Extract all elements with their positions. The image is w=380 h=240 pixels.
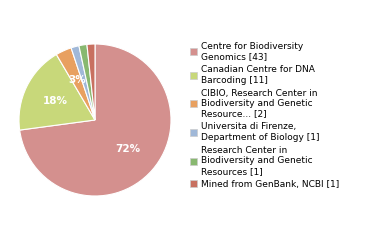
Text: 72%: 72% (116, 144, 141, 154)
Wedge shape (56, 48, 95, 120)
Wedge shape (20, 44, 171, 196)
Legend: Centre for Biodiversity
Genomics [43], Canadian Centre for DNA
Barcoding [11], C: Centre for Biodiversity Genomics [43], C… (190, 42, 339, 189)
Wedge shape (19, 54, 95, 130)
Wedge shape (71, 46, 95, 120)
Text: 3%: 3% (68, 75, 86, 85)
Wedge shape (87, 44, 95, 120)
Wedge shape (79, 44, 95, 120)
Text: 18%: 18% (43, 96, 68, 106)
